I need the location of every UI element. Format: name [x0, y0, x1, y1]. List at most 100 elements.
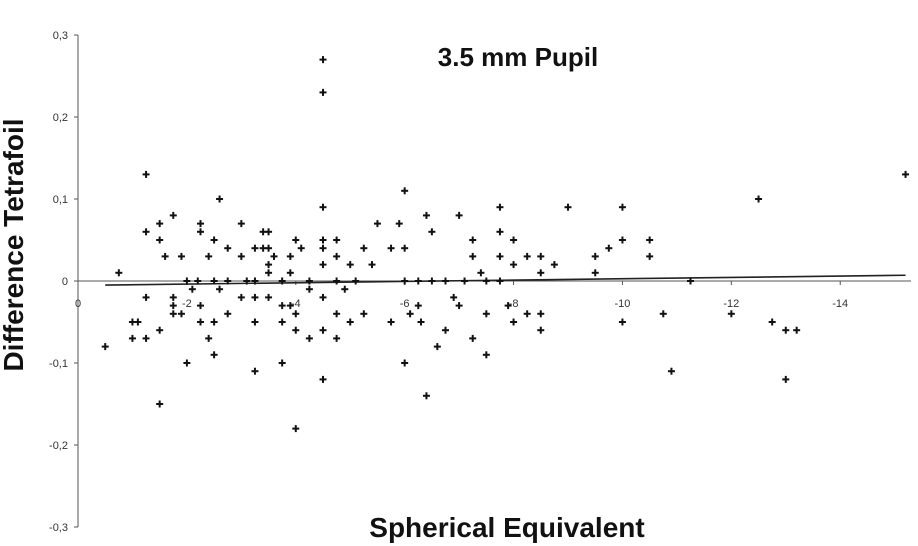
data-point — [455, 302, 463, 310]
data-point — [591, 252, 599, 260]
data-point — [659, 310, 667, 318]
data-point — [251, 318, 259, 326]
data-point — [469, 334, 477, 342]
data-point — [210, 351, 218, 359]
data-point — [278, 302, 286, 310]
data-point — [292, 236, 300, 244]
data-point — [782, 375, 790, 383]
data-point — [406, 310, 414, 318]
data-point — [564, 203, 572, 211]
data-point — [510, 236, 518, 244]
data-point — [319, 261, 327, 269]
x-tick-label: -12 — [723, 298, 739, 310]
data-point — [422, 392, 430, 400]
data-point — [442, 326, 449, 334]
data-point — [265, 261, 273, 269]
data-point — [156, 236, 164, 244]
data-point — [270, 252, 278, 260]
x-tick-label: -14 — [832, 298, 848, 310]
data-point — [387, 318, 395, 326]
data-point — [477, 269, 485, 277]
data-point — [210, 277, 218, 285]
chart-title: 3.5 mm Pupil — [438, 42, 598, 72]
data-point — [101, 343, 109, 351]
data-point — [161, 252, 169, 260]
data-point — [414, 302, 422, 310]
data-point — [251, 277, 259, 285]
data-point — [550, 261, 558, 269]
data-point — [333, 277, 341, 285]
data-point — [216, 285, 224, 293]
data-point — [286, 252, 294, 260]
data-point — [319, 293, 327, 301]
data-point — [395, 220, 403, 228]
data-point — [169, 302, 177, 310]
data-point — [142, 228, 150, 236]
data-point — [265, 228, 273, 236]
y-tick-label: 0,3 — [53, 30, 68, 42]
data-point — [469, 252, 477, 260]
data-point — [265, 269, 273, 277]
data-point — [510, 318, 518, 326]
data-point — [305, 334, 313, 342]
data-point — [156, 400, 164, 408]
data-point — [414, 277, 422, 285]
data-point — [216, 195, 224, 203]
y-tick-label: -0,2 — [49, 440, 68, 452]
data-point — [169, 211, 177, 219]
data-point — [142, 293, 150, 301]
data-point — [197, 228, 204, 236]
data-point — [346, 261, 354, 269]
x-tick-label: -2 — [182, 298, 192, 310]
data-point — [428, 277, 436, 285]
data-point — [450, 293, 458, 301]
data-point — [205, 334, 213, 342]
data-point — [319, 375, 327, 383]
y-tick-label: -0,1 — [49, 358, 68, 370]
data-point — [319, 88, 327, 96]
data-point — [210, 318, 218, 326]
data-point — [902, 170, 910, 178]
data-point — [142, 334, 150, 342]
data-point — [605, 244, 613, 252]
data-point — [194, 277, 202, 285]
data-point — [177, 310, 185, 318]
data-point — [401, 187, 409, 195]
data-point — [523, 252, 531, 260]
y-tick-label: -0,3 — [49, 522, 68, 534]
data-point — [417, 318, 425, 326]
y-axis-label: Difference Tetrafoil — [0, 118, 29, 371]
x-ticks: 0 -2 -4 -6 -8 -10 -12 -14 — [75, 281, 848, 310]
data-point — [618, 318, 626, 326]
data-point — [537, 269, 545, 277]
y-tick-label: 0 — [62, 276, 68, 288]
data-point — [197, 318, 204, 326]
data-point — [278, 359, 286, 367]
data-point — [292, 310, 300, 318]
data-point — [333, 252, 341, 260]
data-point — [469, 236, 477, 244]
data-point — [482, 277, 490, 285]
data-point — [401, 359, 409, 367]
data-point — [237, 293, 245, 301]
data-point — [755, 195, 763, 203]
data-point — [618, 236, 626, 244]
data-point — [768, 318, 776, 326]
data-point — [387, 244, 395, 252]
data-point — [496, 203, 504, 211]
data-point — [237, 252, 245, 260]
data-point — [537, 310, 545, 318]
data-point — [319, 56, 327, 64]
data-point — [156, 326, 164, 334]
data-point — [265, 244, 273, 252]
data-point — [360, 244, 368, 252]
data-point — [319, 326, 327, 334]
y-tick-label: 0,1 — [53, 194, 68, 206]
data-point — [134, 318, 142, 326]
data-point — [433, 343, 441, 351]
data-point — [727, 310, 735, 318]
x-tick-label: -4 — [291, 298, 301, 310]
data-point — [278, 318, 286, 326]
data-point — [428, 228, 436, 236]
data-point — [537, 252, 545, 260]
